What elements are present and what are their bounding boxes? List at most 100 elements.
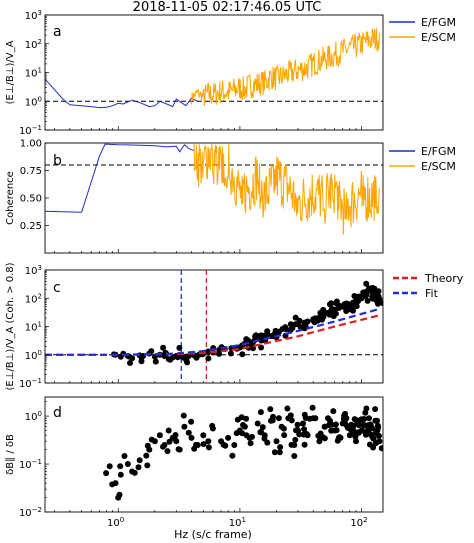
data-point: [319, 434, 326, 441]
data-point: [348, 421, 355, 428]
data-point: [176, 344, 183, 351]
series-line-efgm: [45, 78, 198, 109]
data-point: [301, 411, 308, 418]
data-point: [160, 443, 166, 450]
data-point: [181, 423, 188, 430]
data-point: [336, 302, 343, 309]
data-point: [174, 354, 181, 361]
data-point: [124, 461, 131, 467]
data-point: [239, 430, 245, 437]
data-point: [363, 289, 370, 296]
panel-a: 10−1 100 101 102 103 (E⊥/B⊥)/V_A E/FGM E/SCM: [5, 9, 456, 137]
data-point: [376, 432, 382, 439]
data-point: [152, 358, 159, 365]
data-point: [379, 300, 383, 307]
series-line-escm: [191, 27, 380, 107]
data-point: [316, 438, 323, 445]
data-point: [328, 300, 335, 307]
panel-b-label: b: [53, 153, 62, 169]
data-point: [127, 360, 133, 366]
data-point: [175, 446, 182, 453]
data-point: [260, 332, 267, 339]
data-point: [160, 344, 167, 351]
y-tick-label: 102: [25, 292, 42, 305]
y-tick-label: 0.50: [20, 194, 42, 205]
panel-a-label: a: [53, 24, 62, 40]
data-point: [205, 355, 212, 362]
data-point: [312, 415, 319, 422]
data-point: [325, 422, 332, 429]
data-point: [333, 427, 340, 434]
data-point: [131, 469, 138, 476]
model-line-fit: [45, 307, 380, 356]
figure-title: 2018-11-05 02:17:46.05 UTC: [133, 0, 322, 15]
y-tick-label: 1.00: [20, 139, 42, 150]
data-point: [378, 445, 383, 452]
data-point: [343, 308, 350, 314]
data-point: [294, 421, 301, 428]
data-point: [291, 453, 298, 459]
data-point: [364, 297, 371, 304]
data-point: [103, 470, 110, 477]
y-tick-label: 0.75: [20, 166, 42, 177]
data-point: [301, 441, 308, 448]
data-point: [374, 417, 380, 424]
data-point: [239, 351, 246, 358]
data-point: [117, 463, 124, 470]
y-axis-label: Coherence: [5, 171, 16, 225]
data-point: [352, 416, 359, 423]
x-axis-label: Hz (s/c frame): [174, 528, 252, 541]
data-point: [330, 408, 337, 415]
data-point: [247, 440, 254, 447]
x-tick-label: 102: [350, 516, 367, 529]
data-point: [117, 471, 124, 478]
y-tick-label: 103: [25, 9, 42, 22]
data-point: [284, 405, 291, 412]
data-point: [287, 412, 294, 419]
y-axis-label: (E⊥/B⊥)/V_A: [5, 40, 16, 104]
data-point: [233, 430, 240, 437]
data-point: [277, 444, 284, 451]
data-point: [275, 415, 282, 422]
data-point: [225, 434, 232, 441]
data-point: [188, 418, 195, 425]
data-point: [227, 350, 234, 357]
data-point: [209, 422, 216, 429]
data-point: [243, 336, 250, 343]
data-point: [300, 420, 306, 427]
data-point: [371, 292, 378, 299]
data-point: [363, 405, 370, 412]
data-point: [328, 427, 335, 434]
data-point: [351, 293, 358, 299]
data-point: [269, 332, 276, 339]
data-point: [259, 424, 266, 431]
data-point: [367, 421, 374, 428]
x-tick-label: 101: [229, 516, 246, 529]
data-point: [267, 406, 274, 413]
data-point: [334, 437, 341, 444]
data-point: [320, 314, 327, 320]
data-point: [360, 422, 367, 428]
data-point: [171, 435, 178, 442]
data-point: [276, 449, 283, 456]
legend-label: E/SCM: [421, 160, 456, 173]
data-point: [106, 463, 113, 470]
data-point: [353, 303, 360, 310]
data-point: [264, 439, 271, 446]
y-tick-label: 10−1: [19, 377, 42, 390]
data-point: [264, 328, 271, 335]
y-tick-label: 10−1: [19, 124, 42, 137]
data-point: [143, 452, 150, 459]
y-axis-label: (E⊥/B⊥)/V_A (Coh. > 0.8): [5, 262, 16, 390]
plot-area: [45, 143, 383, 235]
data-point: [309, 404, 316, 411]
data-point: [292, 314, 299, 321]
axes-frame: [44, 396, 384, 513]
data-point: [372, 406, 379, 413]
y-tick-label: 101: [25, 67, 42, 80]
data-point: [352, 433, 359, 440]
plot-area: [45, 27, 383, 109]
legend-label: E/FGM: [421, 16, 456, 29]
plot-area: [45, 270, 383, 383]
